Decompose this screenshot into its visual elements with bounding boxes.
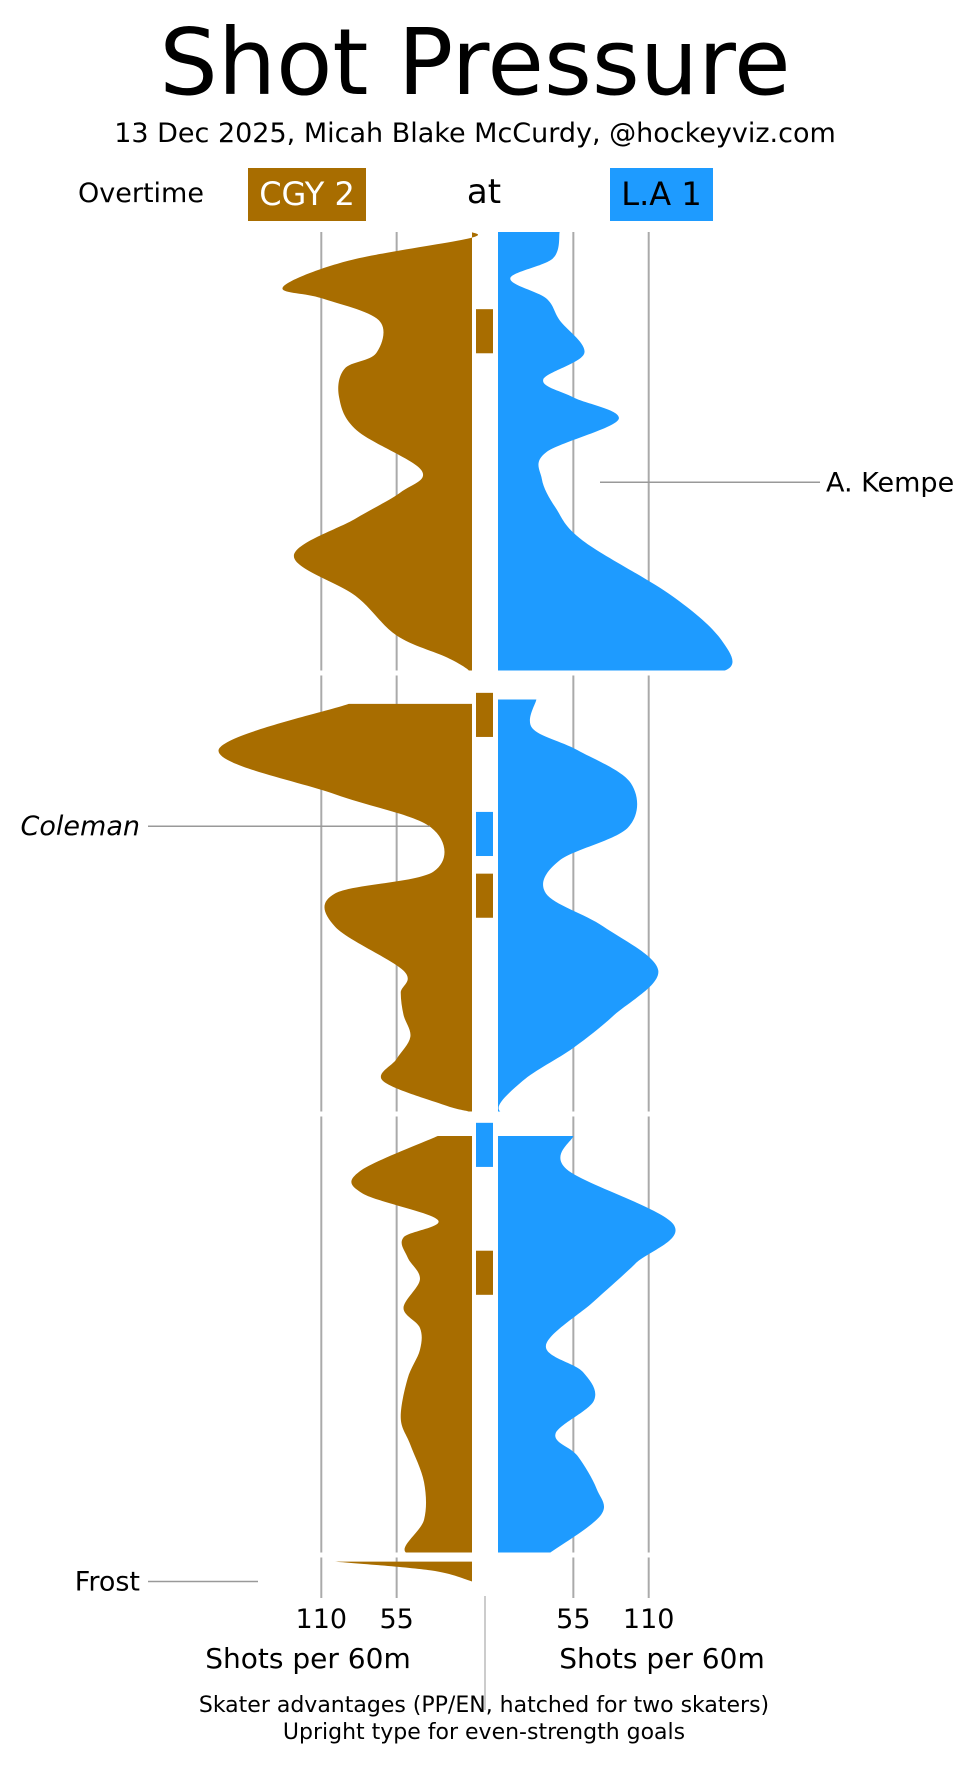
period-separator-2: [150, 1111, 850, 1117]
power-play-marker-la: [476, 1122, 493, 1167]
tick-label-left-110: 110: [296, 1604, 348, 1635]
power-play-marker-cgy: [476, 692, 493, 737]
goal-label: Frost: [75, 1566, 140, 1597]
at-label: at: [466, 172, 502, 212]
footnote-line-1: Skater advantages (PP/EN, hatched for tw…: [198, 1693, 770, 1718]
chart-title: Shot Pressure: [159, 9, 791, 116]
x-axis-label-left: Shots per 60m: [205, 1642, 410, 1675]
power-play-marker-cgy: [476, 1250, 493, 1295]
shot-area-la-period-3: [498, 1136, 676, 1553]
home-team-badge: L.A 1: [610, 168, 713, 221]
tick-label-left-55: 55: [379, 1604, 413, 1635]
goal-label: Coleman: [21, 811, 140, 842]
goal-label: A. Kempe: [826, 467, 954, 498]
period-label: Overtime: [78, 178, 204, 209]
footnote-line-2: Upright type for even-strength goals: [282, 1720, 686, 1745]
shot-area-la-period-2: [498, 699, 659, 1115]
tick-label-right-110: 110: [623, 1604, 675, 1635]
period-separator-1: [150, 670, 850, 676]
away-team-badge: CGY 2: [248, 168, 366, 221]
shot-area-cgy-period-3: [351, 1136, 472, 1557]
shot-area-cgy-period-2: [218, 703, 472, 1114]
shot-area-cgy-period-4: [335, 1561, 472, 1582]
power-play-marker-la: [476, 811, 493, 857]
period-separator-3: [150, 1552, 850, 1558]
shot-area-cgy-period-1: [282, 232, 479, 673]
chart-subtitle: 13 Dec 2025, Micah Blake McCurdy, @hocke…: [114, 118, 836, 149]
x-axis-label-right: Shots per 60m: [559, 1642, 764, 1675]
tick-label-right-55: 55: [556, 1604, 590, 1635]
shot-area-la-period-1: [498, 232, 733, 674]
power-play-marker-cgy: [476, 309, 493, 354]
power-play-marker-cgy: [476, 873, 493, 918]
footnote: Skater advantages (PP/EN, hatched for tw…: [0, 1692, 968, 1746]
